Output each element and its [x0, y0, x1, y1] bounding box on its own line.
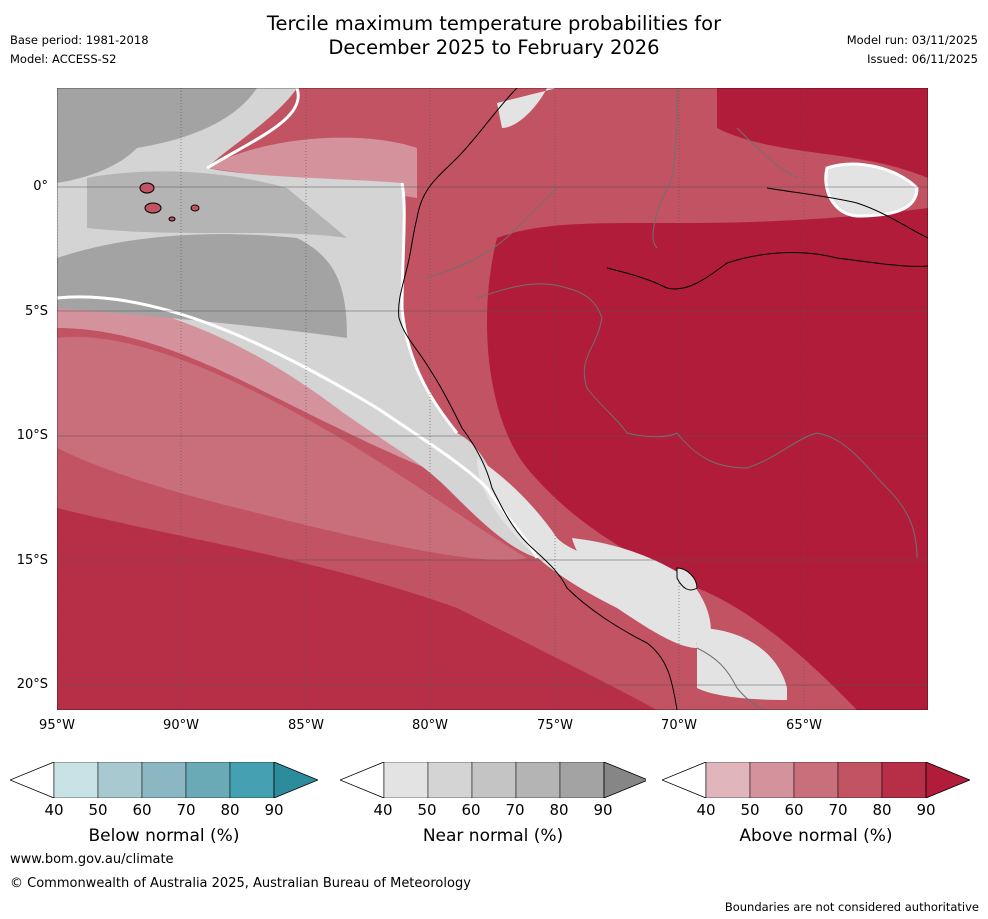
legend-near-colorbar — [338, 761, 650, 799]
river-line — [606, 252, 928, 290]
region-near-normal-80-south — [57, 234, 347, 338]
colorbar-segment — [229, 761, 275, 799]
lon-label-85w: 85°W — [288, 718, 324, 733]
lake-titicaca — [676, 567, 698, 591]
colorbar-segment — [97, 761, 143, 799]
legend-below-normal — [8, 761, 320, 802]
colorbar-segment — [881, 761, 927, 799]
legend-below-tick: 40 — [44, 801, 64, 819]
colorbar-segment — [141, 761, 187, 799]
river-line-north — [766, 187, 928, 239]
title-line-1: Tercile maximum temperature probabilitie… — [266, 12, 722, 35]
issued-text: Issued: 06/11/2025 — [867, 52, 978, 66]
legend-near-tick: 90 — [593, 801, 613, 819]
legend-near-tick: 80 — [549, 801, 569, 819]
lon-label-70w: 70°W — [661, 718, 697, 733]
model-run-text: Model run: 03/11/2025 — [846, 33, 978, 47]
region-near-normal-80 — [57, 88, 257, 183]
lat-label-5s: 5°S — [24, 304, 48, 319]
colorbar-segment — [383, 761, 429, 799]
colorbar-extension-low — [338, 761, 385, 799]
legend-above-tick: 50 — [740, 801, 760, 819]
graticule — [57, 88, 928, 710]
region-above-80-south — [57, 508, 657, 710]
contour-boundary-north — [206, 88, 300, 170]
region-near-normal-altiplano — [697, 628, 787, 700]
model-text: Model: ACCESS-S2 — [10, 52, 117, 66]
colorbar-segment — [793, 761, 839, 799]
legend-near-tick: 70 — [505, 801, 525, 819]
legend-above-colorbar — [660, 761, 972, 799]
lat-label-10s: 10°S — [16, 428, 48, 443]
legend-near-tick: 50 — [417, 801, 437, 819]
legend-above-normal — [660, 761, 972, 802]
lon-label-95w: 95°W — [39, 718, 75, 733]
lon-label-80w: 80°W — [412, 718, 448, 733]
contour-boundary-coast — [400, 182, 459, 434]
legend-below-title: Below normal (%) — [88, 826, 240, 846]
website-link[interactable]: www.bom.gov.au/climate — [10, 852, 174, 867]
colorbar-segment — [559, 761, 605, 799]
region-above-60-ocean — [57, 336, 527, 560]
lat-label-20s: 20°S — [16, 677, 48, 692]
colorbar-segment — [837, 761, 883, 799]
colorbar-extension-high — [603, 761, 650, 799]
copyright-text: © Commonwealth of Australia 2025, Austra… — [10, 876, 471, 891]
legend-near-tick: 60 — [461, 801, 481, 819]
disclaimer-text: Boundaries are not considered authoritat… — [724, 900, 979, 914]
legend-above-tick: 40 — [696, 801, 716, 819]
lon-label-90w: 90°W — [163, 718, 199, 733]
colorbar-segment — [53, 761, 99, 799]
colorbar-segment — [705, 761, 751, 799]
coastline — [398, 88, 678, 710]
galapagos-islands — [139, 182, 200, 222]
region-near-normal-north — [497, 88, 557, 128]
legend-below-tick: 50 — [88, 801, 108, 819]
legend-below-tick: 70 — [176, 801, 196, 819]
base-period-text: Base period: 1981-2018 — [10, 33, 149, 47]
legend-below-tick: 90 — [264, 801, 284, 819]
legend-above-tick: 90 — [916, 801, 936, 819]
region-above-90-north — [717, 88, 928, 178]
colorbar-segment — [427, 761, 473, 799]
legend-below-tick: 80 — [220, 801, 240, 819]
colorbar-segment — [749, 761, 795, 799]
colorbar-segment — [185, 761, 231, 799]
lat-label-15s: 15°S — [16, 553, 48, 568]
legend-above-tick: 60 — [784, 801, 804, 819]
colorbar-extension-low — [660, 761, 707, 799]
legend-near-title: Near normal (%) — [422, 826, 564, 846]
colorbar-segment — [471, 761, 517, 799]
legend-near-tick: 40 — [373, 801, 393, 819]
colorbar-extension-high — [925, 761, 972, 799]
region-above-50-ocean — [57, 296, 487, 488]
legend-above-tick: 70 — [828, 801, 848, 819]
legend-near-normal — [338, 761, 650, 802]
legend-above-title: Above normal (%) — [739, 826, 893, 846]
title-line-2: December 2025 to February 2026 — [328, 36, 660, 59]
colorbar-segment — [515, 761, 561, 799]
colorbar-extension-high — [273, 761, 320, 799]
region-near-normal-northeast — [824, 162, 919, 218]
country-borders — [426, 88, 918, 710]
lat-label-0: 0° — [33, 179, 48, 194]
region-near-normal-south-peru — [572, 538, 711, 648]
legend-above-tick: 80 — [872, 801, 892, 819]
probability-map — [57, 88, 928, 710]
map-title: Tercile maximum temperature probabilitie… — [0, 12, 988, 60]
legend-below-colorbar — [8, 761, 320, 799]
legend-below-tick: 60 — [132, 801, 152, 819]
lon-label-75w: 75°W — [537, 718, 573, 733]
colorbar-extension-low — [8, 761, 55, 799]
lon-label-65w: 65°W — [786, 718, 822, 733]
